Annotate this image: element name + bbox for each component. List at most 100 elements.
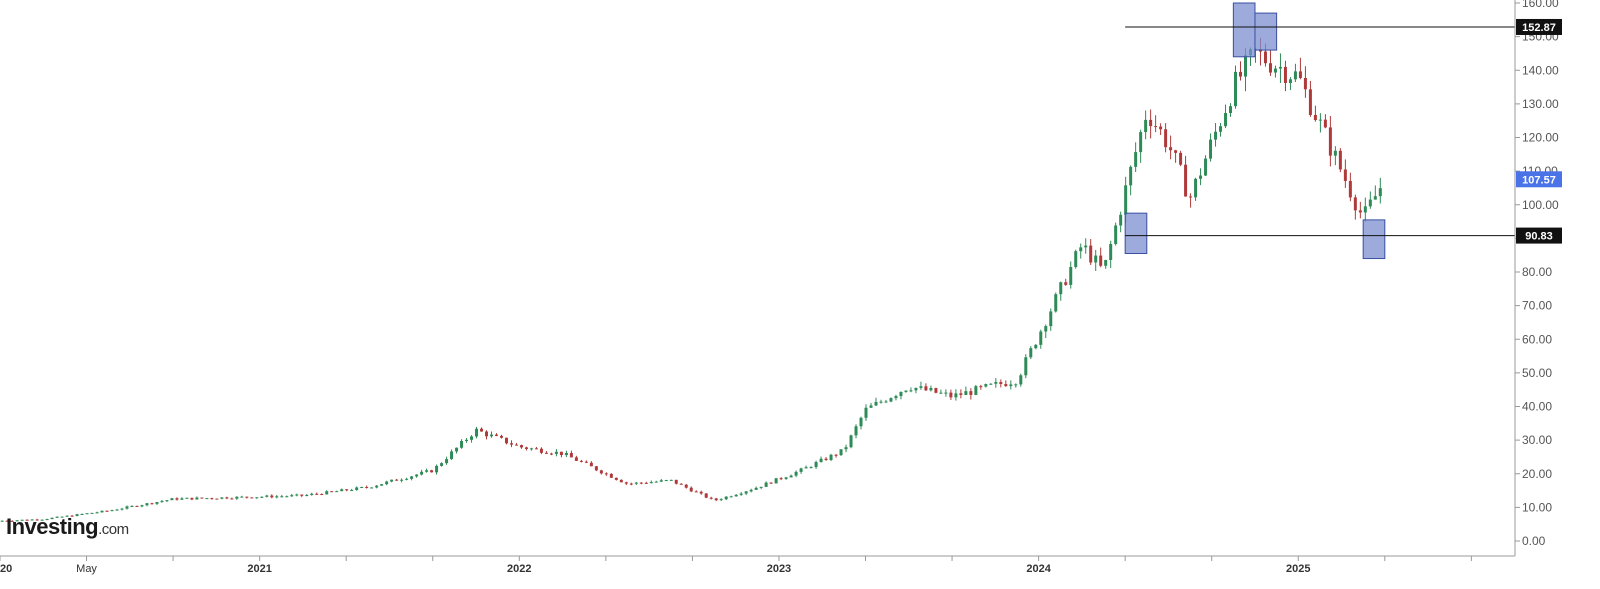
candle-down xyxy=(594,466,598,471)
candle-up xyxy=(1199,175,1203,179)
candle-down xyxy=(215,498,219,500)
y-tick-label: 70.00 xyxy=(1522,299,1552,313)
candle-up xyxy=(1368,199,1372,207)
candle-up xyxy=(1209,139,1213,159)
candle-up xyxy=(205,498,209,500)
candle-down xyxy=(959,393,963,395)
candle-down xyxy=(644,482,648,484)
candle-down xyxy=(679,483,683,485)
candle-up xyxy=(100,510,104,513)
candle-up xyxy=(919,386,923,388)
candle-up xyxy=(325,491,329,495)
candle-up xyxy=(1074,251,1078,267)
candle-up xyxy=(340,489,344,492)
candle-down xyxy=(245,496,249,498)
candle-down xyxy=(1164,129,1168,148)
candle-up xyxy=(1134,152,1138,167)
candle-up xyxy=(115,509,119,511)
candle-up xyxy=(884,401,888,403)
candle-up xyxy=(310,493,314,495)
candle-down xyxy=(480,428,484,432)
candle-down xyxy=(225,497,229,499)
candle-down xyxy=(769,482,773,484)
candle-down xyxy=(150,503,154,505)
candle-up xyxy=(1363,206,1367,213)
candle-up xyxy=(909,390,913,392)
candle-up xyxy=(240,496,244,498)
candle-up xyxy=(869,405,873,408)
candle-up xyxy=(160,501,164,503)
candle-up xyxy=(60,516,64,518)
current-price-badge xyxy=(1516,171,1562,188)
candle-down xyxy=(1313,114,1317,121)
candle-up xyxy=(110,510,114,512)
candle-up xyxy=(1034,344,1038,349)
x-tick-label: 2021 xyxy=(247,563,271,575)
candle-down xyxy=(569,452,573,458)
y-tick-label: 130.00 xyxy=(1522,97,1559,111)
candle-up xyxy=(904,390,908,392)
candle-up xyxy=(814,462,818,468)
candle-up xyxy=(1024,357,1028,376)
candle-up xyxy=(1139,132,1143,153)
candle-up xyxy=(95,512,99,514)
candle-up xyxy=(125,506,129,509)
candle-up xyxy=(1059,282,1063,295)
candle-down xyxy=(704,493,708,498)
candle-up xyxy=(130,505,134,507)
candle-up xyxy=(749,489,753,492)
candle-up xyxy=(894,396,898,399)
candle-up xyxy=(739,493,743,495)
candle-down xyxy=(315,493,319,495)
candle-up xyxy=(1094,255,1098,263)
candle-up xyxy=(1273,68,1277,73)
candle-up xyxy=(804,467,808,469)
highlight-box xyxy=(1124,212,1148,255)
candle-down xyxy=(579,460,583,462)
candle-down xyxy=(619,479,623,483)
candle-up xyxy=(564,452,568,456)
candle-up xyxy=(90,512,94,514)
candle-up xyxy=(784,477,788,479)
candle-up xyxy=(360,487,364,489)
candle-up xyxy=(440,463,444,466)
candle-up xyxy=(794,471,798,476)
candle-up xyxy=(275,496,279,498)
logo-main-text: Investing xyxy=(6,514,99,539)
candle-down xyxy=(599,470,603,474)
candle-down xyxy=(1179,152,1183,165)
candle-up xyxy=(280,496,284,498)
candle-down xyxy=(485,431,489,437)
candle-down xyxy=(1169,147,1173,151)
candle-down xyxy=(1239,71,1243,77)
candle-up xyxy=(1278,66,1282,69)
candle-up xyxy=(1029,348,1033,358)
candle-down xyxy=(430,470,434,473)
candle-up xyxy=(410,476,414,479)
candle-up xyxy=(350,490,354,492)
candle-down xyxy=(534,448,538,450)
annotation-layer xyxy=(1124,2,1515,260)
candle-up xyxy=(55,516,59,518)
candle-down xyxy=(714,498,718,501)
candle-up xyxy=(849,435,853,448)
candle-down xyxy=(1184,164,1188,197)
y-tick-label: 120.00 xyxy=(1522,131,1559,145)
candle-up xyxy=(1114,225,1118,244)
candle-down xyxy=(1174,150,1178,153)
candle-down xyxy=(999,382,1003,385)
candle-up xyxy=(400,479,404,481)
candle-up xyxy=(754,487,758,490)
candle-up xyxy=(1109,243,1113,260)
y-axis: 0.00 10.00 20.00 30.00 40.00 50.00 60.00 70.00 8… xyxy=(1514,0,1559,556)
candle-up xyxy=(984,384,988,387)
x-tick-label: May xyxy=(76,563,97,575)
y-tick-label: 10.00 xyxy=(1522,500,1552,514)
candle-down xyxy=(549,453,553,455)
candle-up xyxy=(475,428,479,437)
x-tick-label: 2020 xyxy=(0,563,12,575)
candle-up xyxy=(335,491,339,493)
candle-down xyxy=(25,519,29,521)
candle-up xyxy=(265,495,269,497)
